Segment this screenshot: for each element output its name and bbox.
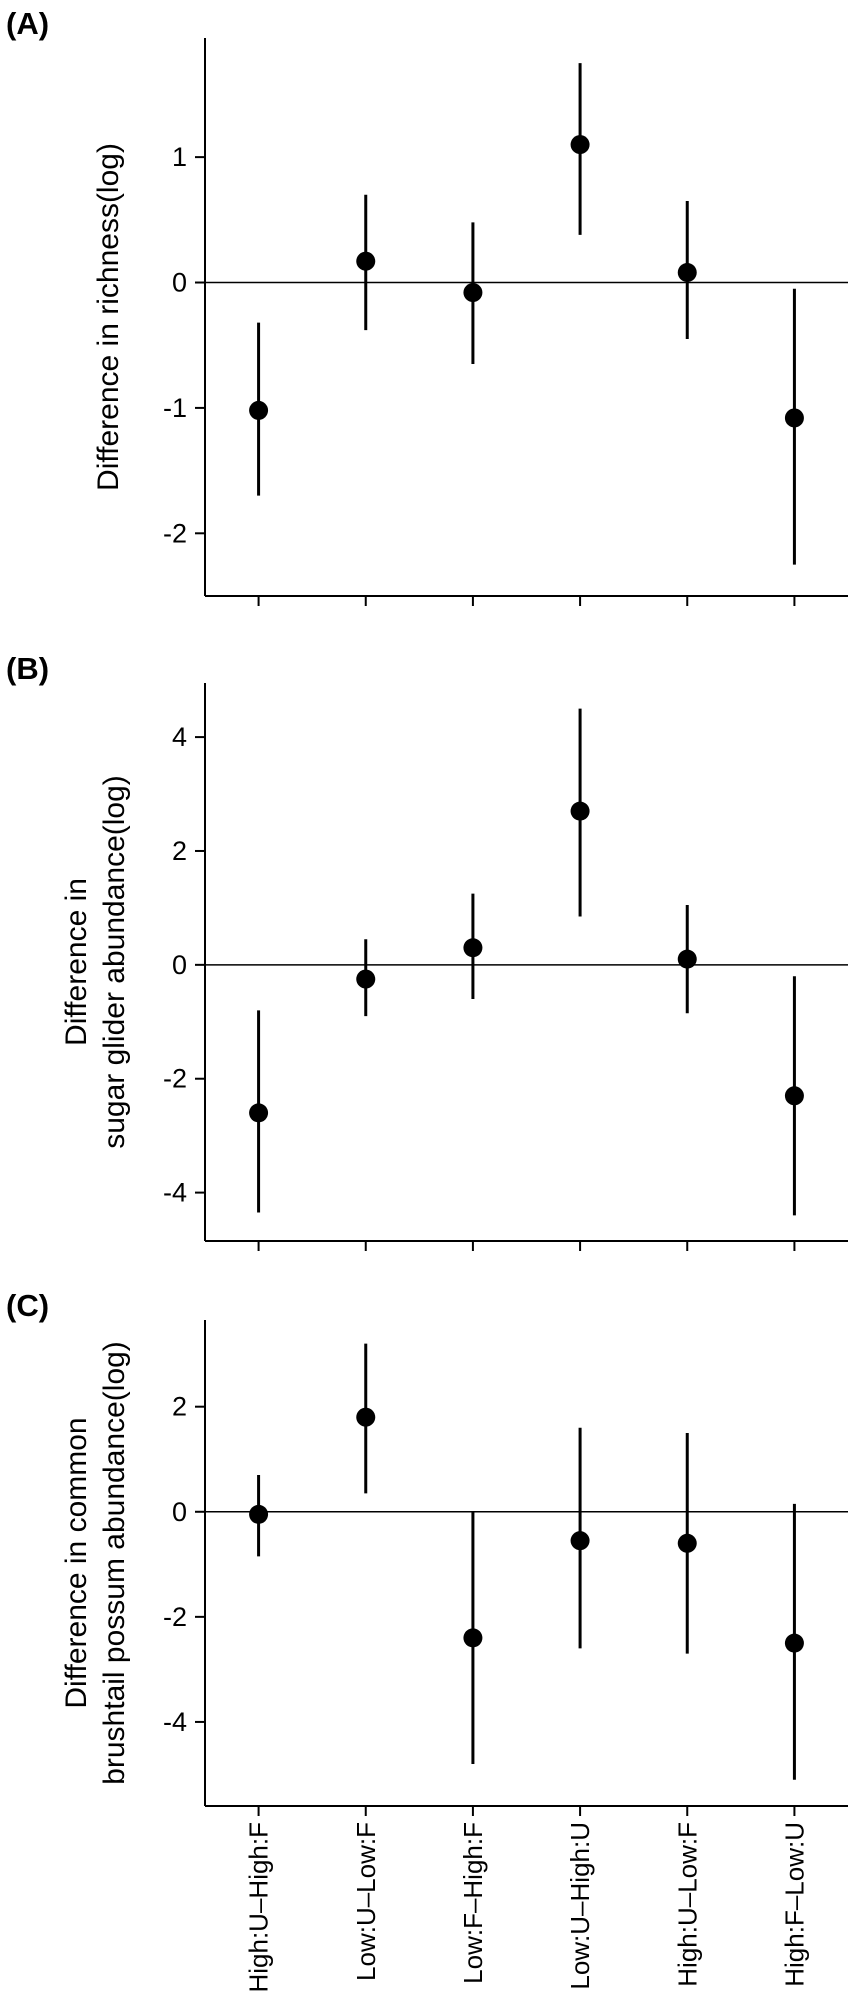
panel-label: (C) xyxy=(6,1290,49,1323)
x-axis-tick-label: Low:U–High:U xyxy=(565,1822,595,1990)
data-point xyxy=(784,1086,804,1106)
data-point xyxy=(249,1504,269,1524)
panel-label: (A) xyxy=(6,6,49,41)
panel-c-chart: (C) -4 -2 0 2 Difference in common brushtail p… xyxy=(6,1290,848,1993)
data-point xyxy=(677,262,697,282)
data-point xyxy=(570,1531,590,1551)
y-axis-title: sugar glider abundance(log) xyxy=(98,775,131,1149)
y-axis-title: Difference in xyxy=(60,878,93,1046)
data-point xyxy=(249,400,269,420)
y-axis-tick-label: 4 xyxy=(172,722,187,752)
panel-a-chart: (A) -2 -1 0 1 Difference in richness(log) xyxy=(6,6,848,606)
panel-label: (B) xyxy=(6,651,49,686)
data-point xyxy=(356,969,376,989)
y-axis-tick-label: -4 xyxy=(163,1707,187,1737)
data-point xyxy=(249,1103,269,1123)
y-axis-tick-label: 2 xyxy=(172,836,187,866)
y-axis-tick-label: -2 xyxy=(163,1064,187,1094)
y-axis-tick-label: 0 xyxy=(172,1497,187,1527)
data-point xyxy=(570,801,590,821)
y-axis-tick-label: -2 xyxy=(163,518,187,548)
y-axis-tick-label: 2 xyxy=(172,1392,187,1422)
data-point xyxy=(677,1533,697,1553)
data-point xyxy=(356,251,376,271)
y-axis-tick-label: 0 xyxy=(172,950,187,980)
y-axis-title: Difference in richness(log) xyxy=(92,143,125,491)
data-point xyxy=(463,1628,483,1648)
y-axis-tick-label: -1 xyxy=(163,393,187,423)
data-point xyxy=(677,949,697,969)
y-axis-tick-label: 1 xyxy=(172,142,187,172)
data-point xyxy=(784,408,804,428)
data-point xyxy=(463,938,483,958)
data-point xyxy=(463,283,483,303)
x-axis-tick-label: Low:U–Low:F xyxy=(351,1822,381,1981)
x-axis-tick-label: Low:F–High:F xyxy=(458,1822,488,1984)
x-axis-tick-label: High:F–Low:U xyxy=(779,1822,809,1987)
x-axis-tick-label: High:U–High:F xyxy=(244,1822,274,1993)
data-point xyxy=(784,1633,804,1653)
data-point xyxy=(356,1407,376,1427)
panel-b-chart: (B) -4 -2 0 2 4 Difference in sugar glider abun… xyxy=(6,651,848,1251)
y-axis-tick-label: 0 xyxy=(172,268,187,298)
y-axis-title: brushtail possum abundance(log) xyxy=(98,1341,131,1785)
y-axis-tick-label: -4 xyxy=(163,1178,187,1208)
x-axis-tick-label: High:U–Low:F xyxy=(672,1822,702,1987)
y-axis-title: Difference in common xyxy=(60,1417,93,1708)
data-point xyxy=(570,135,590,155)
y-axis-tick-label: -2 xyxy=(163,1602,187,1632)
